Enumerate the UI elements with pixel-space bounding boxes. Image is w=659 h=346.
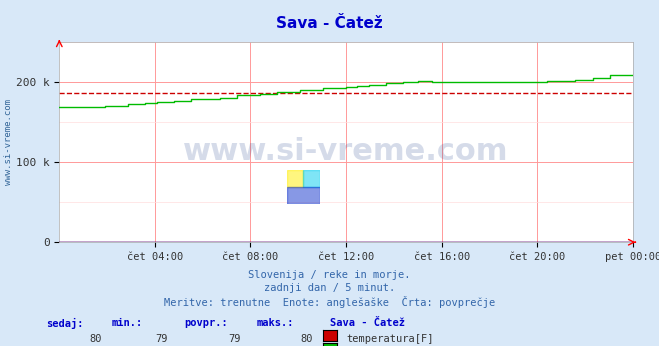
Text: www.si-vreme.com: www.si-vreme.com [183, 137, 509, 166]
Polygon shape [287, 170, 303, 187]
Text: Meritve: trenutne  Enote: anglešaške  Črta: povprečje: Meritve: trenutne Enote: anglešaške Črta… [164, 296, 495, 308]
Text: Sava - Čatež: Sava - Čatež [276, 16, 383, 30]
Text: maks.:: maks.: [257, 318, 295, 328]
Text: 79: 79 [228, 334, 241, 344]
Text: Sava - Čatež: Sava - Čatež [330, 318, 405, 328]
Text: 79: 79 [156, 334, 168, 344]
Text: 80: 80 [301, 334, 313, 344]
Text: 80: 80 [90, 334, 102, 344]
Y-axis label: www.si-vreme.com: www.si-vreme.com [4, 99, 13, 185]
Text: sedaj:: sedaj: [46, 318, 84, 329]
Text: min.:: min.: [112, 318, 143, 328]
Text: povpr.:: povpr.: [185, 318, 228, 328]
Polygon shape [287, 187, 320, 204]
Text: Slovenija / reke in morje.: Slovenija / reke in morje. [248, 270, 411, 280]
Text: zadnji dan / 5 minut.: zadnji dan / 5 minut. [264, 283, 395, 293]
Polygon shape [303, 170, 320, 187]
Text: temperatura[F]: temperatura[F] [346, 334, 434, 344]
